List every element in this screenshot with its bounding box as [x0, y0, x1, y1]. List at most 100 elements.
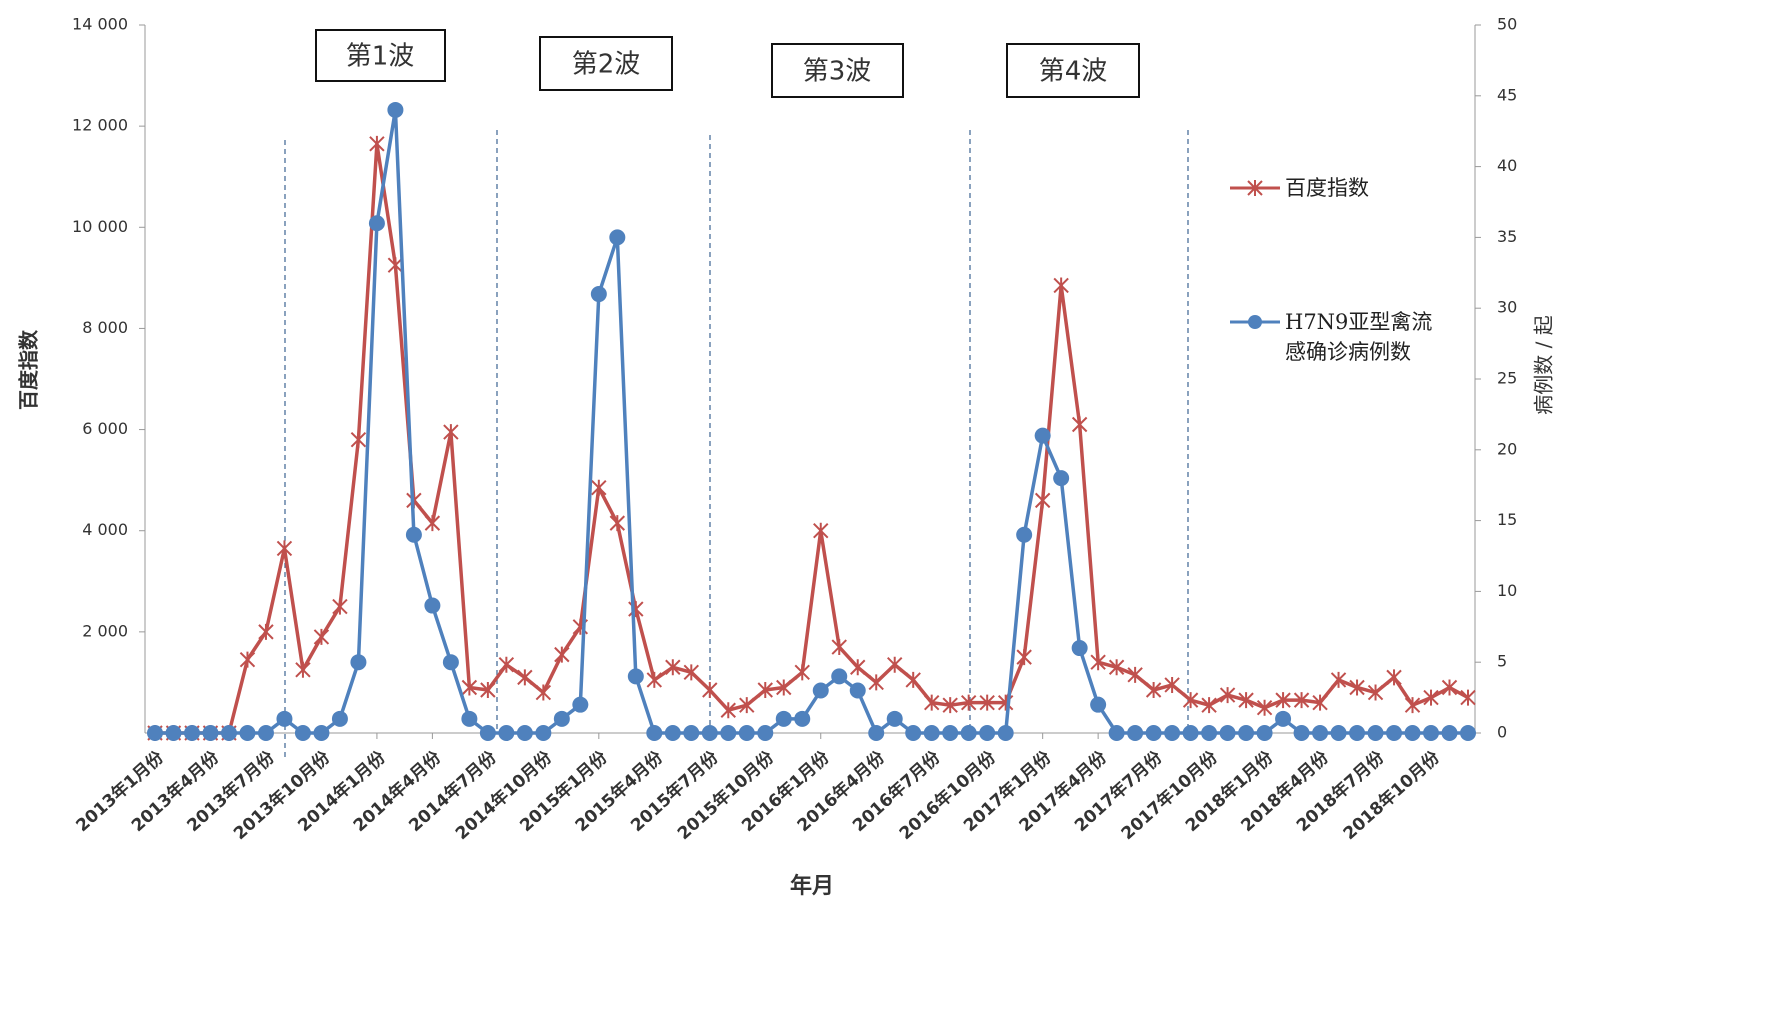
point	[424, 515, 441, 532]
x-tick-label: 2018年10月份	[1339, 746, 1444, 844]
point	[720, 725, 737, 741]
y-tick-label: 10 000	[72, 217, 128, 236]
point	[1404, 697, 1421, 714]
point	[628, 601, 644, 618]
point	[1108, 725, 1125, 741]
series-line	[155, 108, 1468, 735]
point	[627, 668, 644, 685]
point	[1164, 676, 1180, 693]
y-tick-label: 4 000	[82, 520, 128, 539]
point	[1312, 725, 1329, 741]
y2-tick-label: 15	[1497, 510, 1517, 529]
point	[332, 598, 348, 615]
point	[313, 628, 330, 645]
wave-label: 第2波	[572, 50, 641, 80]
point	[739, 697, 755, 714]
point	[979, 694, 995, 711]
point	[942, 697, 958, 714]
point	[683, 664, 700, 681]
point	[831, 639, 847, 656]
point	[331, 710, 348, 727]
point	[479, 725, 496, 741]
point	[1330, 725, 1347, 741]
y2-tick-label: 45	[1497, 85, 1517, 104]
point	[1034, 427, 1051, 444]
point	[535, 725, 552, 741]
point	[295, 661, 311, 678]
point	[1145, 682, 1162, 699]
y2-tick-label: 20	[1497, 439, 1517, 458]
point	[387, 257, 404, 274]
y2-tick-label: 5	[1497, 652, 1507, 671]
point	[516, 725, 533, 741]
point	[1367, 725, 1384, 741]
point	[1349, 679, 1365, 696]
point	[868, 725, 885, 741]
point	[868, 674, 884, 691]
point	[1201, 725, 1218, 741]
point	[923, 725, 940, 741]
point	[886, 710, 903, 727]
point	[405, 526, 422, 543]
point	[461, 679, 478, 696]
point	[1090, 654, 1106, 671]
point	[442, 654, 459, 671]
point	[1071, 416, 1088, 433]
point	[276, 710, 293, 727]
point	[775, 710, 792, 727]
point	[646, 725, 663, 741]
point	[553, 710, 570, 727]
point	[1293, 692, 1310, 709]
point	[1201, 697, 1217, 714]
legend-label: 百度指数	[1285, 176, 1369, 200]
point	[220, 725, 237, 741]
point	[1441, 679, 1458, 696]
point	[609, 229, 626, 246]
point	[1386, 725, 1403, 741]
point	[812, 682, 829, 699]
point	[313, 725, 330, 741]
wave-labels	[315, 29, 1140, 98]
point	[1182, 725, 1199, 741]
y2-tick-label: 30	[1497, 298, 1517, 317]
point	[1127, 666, 1143, 683]
wave-label: 第3波	[803, 57, 872, 87]
point	[849, 682, 866, 699]
point	[905, 671, 921, 688]
point	[1386, 669, 1402, 686]
point	[1016, 526, 1033, 543]
legend-marker	[1247, 180, 1263, 196]
y2-tick-label: 0	[1497, 723, 1507, 742]
point	[387, 101, 404, 118]
point	[498, 725, 515, 741]
point	[1423, 689, 1439, 706]
point	[1404, 725, 1421, 741]
point	[1034, 492, 1051, 509]
y-axis-title: 百度指数	[17, 329, 41, 410]
point	[1312, 694, 1328, 711]
point	[738, 725, 755, 741]
y2-axis-title: 病例数 / 起	[1532, 315, 1556, 414]
point	[1164, 725, 1181, 741]
point	[1219, 687, 1236, 704]
y2-tick-label: 40	[1497, 156, 1517, 175]
point	[646, 671, 663, 688]
point	[831, 668, 848, 685]
y2-tick-label: 50	[1497, 15, 1517, 34]
point	[1108, 659, 1125, 676]
point	[1016, 649, 1032, 666]
y2-tick-label: 10	[1497, 581, 1517, 600]
point	[1127, 725, 1144, 741]
series-line	[155, 142, 1469, 735]
point	[480, 682, 496, 699]
point	[1238, 692, 1254, 709]
x-tick-label: 2014年10月份	[451, 746, 556, 844]
wave-box	[771, 43, 904, 98]
point	[183, 725, 200, 741]
point	[461, 710, 478, 727]
point	[757, 682, 773, 699]
x-axis-title: 年月	[790, 873, 834, 899]
point	[1275, 710, 1292, 727]
